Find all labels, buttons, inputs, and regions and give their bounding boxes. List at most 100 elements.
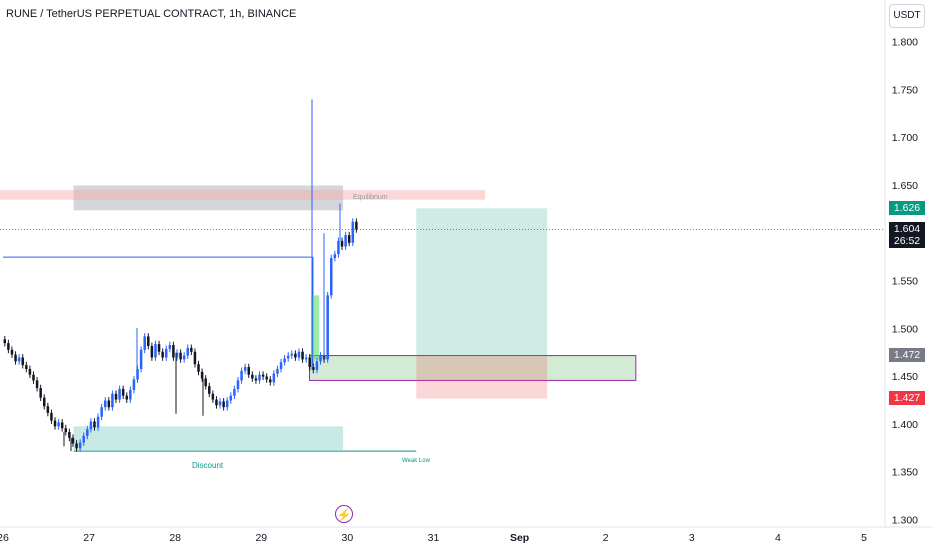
y-tick-label: 1.500 (892, 323, 918, 335)
discount-zone (73, 426, 344, 451)
candle (330, 258, 333, 296)
breakout-box (311, 295, 320, 360)
candle (10, 349, 14, 355)
candle (136, 368, 139, 380)
candle (157, 344, 161, 352)
candle (139, 349, 143, 369)
candle (229, 395, 233, 401)
candle (121, 389, 125, 396)
stop-price-label: 1.427 (889, 391, 925, 405)
x-tick-label: Sep (510, 532, 529, 544)
x-tick-label: 2 (603, 532, 609, 544)
y-tick-label: 1.800 (892, 37, 918, 49)
candle (240, 370, 243, 381)
candle (294, 353, 297, 358)
y-tick-label: 1.750 (892, 84, 918, 96)
candle (236, 380, 240, 390)
y-tick-label: 1.700 (892, 132, 918, 144)
candle (154, 344, 157, 358)
candle (319, 355, 322, 362)
candle (215, 399, 218, 406)
x-tick-label: 29 (255, 532, 267, 544)
y-tick-label: 1.300 (892, 515, 918, 527)
candle (175, 352, 179, 358)
candle (168, 345, 172, 349)
candle (96, 416, 100, 428)
candle (100, 407, 103, 417)
candle (344, 235, 347, 247)
x-tick-label: 26 (0, 532, 9, 544)
candle (68, 432, 71, 438)
entry-price-label: 1.472 (889, 348, 925, 362)
x-tick-label: 30 (342, 532, 354, 544)
x-tick-label: 28 (169, 532, 181, 544)
last-price-label: 1.604 26:52 (889, 222, 925, 248)
candle (279, 362, 283, 369)
candle (125, 395, 129, 400)
candle (283, 358, 286, 363)
candle (347, 235, 351, 243)
x-tick-label: 5 (861, 532, 867, 544)
candle (333, 254, 337, 259)
candle (147, 336, 150, 347)
x-tick-label: 4 (775, 532, 781, 544)
chart-title: RUNE / TetherUS PERPETUAL CONTRACT, 1h, … (6, 8, 297, 20)
candle (251, 374, 254, 379)
candle (143, 336, 146, 350)
candle (190, 347, 193, 352)
candle (200, 371, 204, 379)
y-tick-label: 1.450 (892, 371, 918, 383)
candle (254, 378, 258, 381)
discount-label: Discount (192, 461, 224, 470)
candle (258, 374, 261, 381)
candle (186, 347, 190, 356)
candle (46, 406, 50, 413)
demand-zone (309, 355, 637, 381)
candle (114, 393, 118, 400)
candle (315, 361, 319, 370)
candle (301, 351, 304, 360)
candle (161, 351, 164, 358)
candle (272, 373, 276, 383)
candle (107, 400, 111, 408)
y-tick-label: 1.650 (892, 180, 918, 192)
candle (17, 357, 21, 362)
candle (53, 420, 57, 427)
y-tick-label: 1.550 (892, 276, 918, 288)
candle (150, 346, 154, 358)
candle (118, 389, 121, 400)
candle (60, 422, 64, 429)
weak-low-label: Weak Low (402, 458, 430, 464)
y-tick-label: 1.350 (892, 467, 918, 479)
candle (111, 393, 114, 408)
candle (276, 368, 279, 374)
candle (32, 374, 35, 381)
currency-button[interactable]: USDT (889, 4, 925, 28)
candle (21, 357, 24, 366)
candle (39, 388, 42, 398)
candle (261, 374, 265, 377)
candle (340, 240, 344, 247)
position-profit-zone (416, 208, 548, 356)
candle (204, 378, 207, 387)
candle (7, 343, 10, 350)
candle (132, 379, 136, 390)
candle (75, 443, 78, 449)
y-tick-label: 1.400 (892, 419, 918, 431)
candle (233, 389, 236, 396)
candle (57, 422, 60, 427)
x-tick-label: 31 (428, 532, 440, 544)
last-price-value: 1.604 (893, 223, 921, 235)
lightning-icon[interactable]: ⚡ (335, 505, 353, 523)
candle (218, 401, 222, 406)
candle (14, 354, 17, 362)
candle (351, 221, 355, 243)
candle (286, 355, 290, 359)
x-tick-label: 3 (689, 532, 695, 544)
candle (337, 240, 340, 255)
candle (304, 357, 308, 360)
x-tick-label: 27 (83, 532, 95, 544)
candle (222, 401, 225, 408)
candle (25, 365, 28, 369)
